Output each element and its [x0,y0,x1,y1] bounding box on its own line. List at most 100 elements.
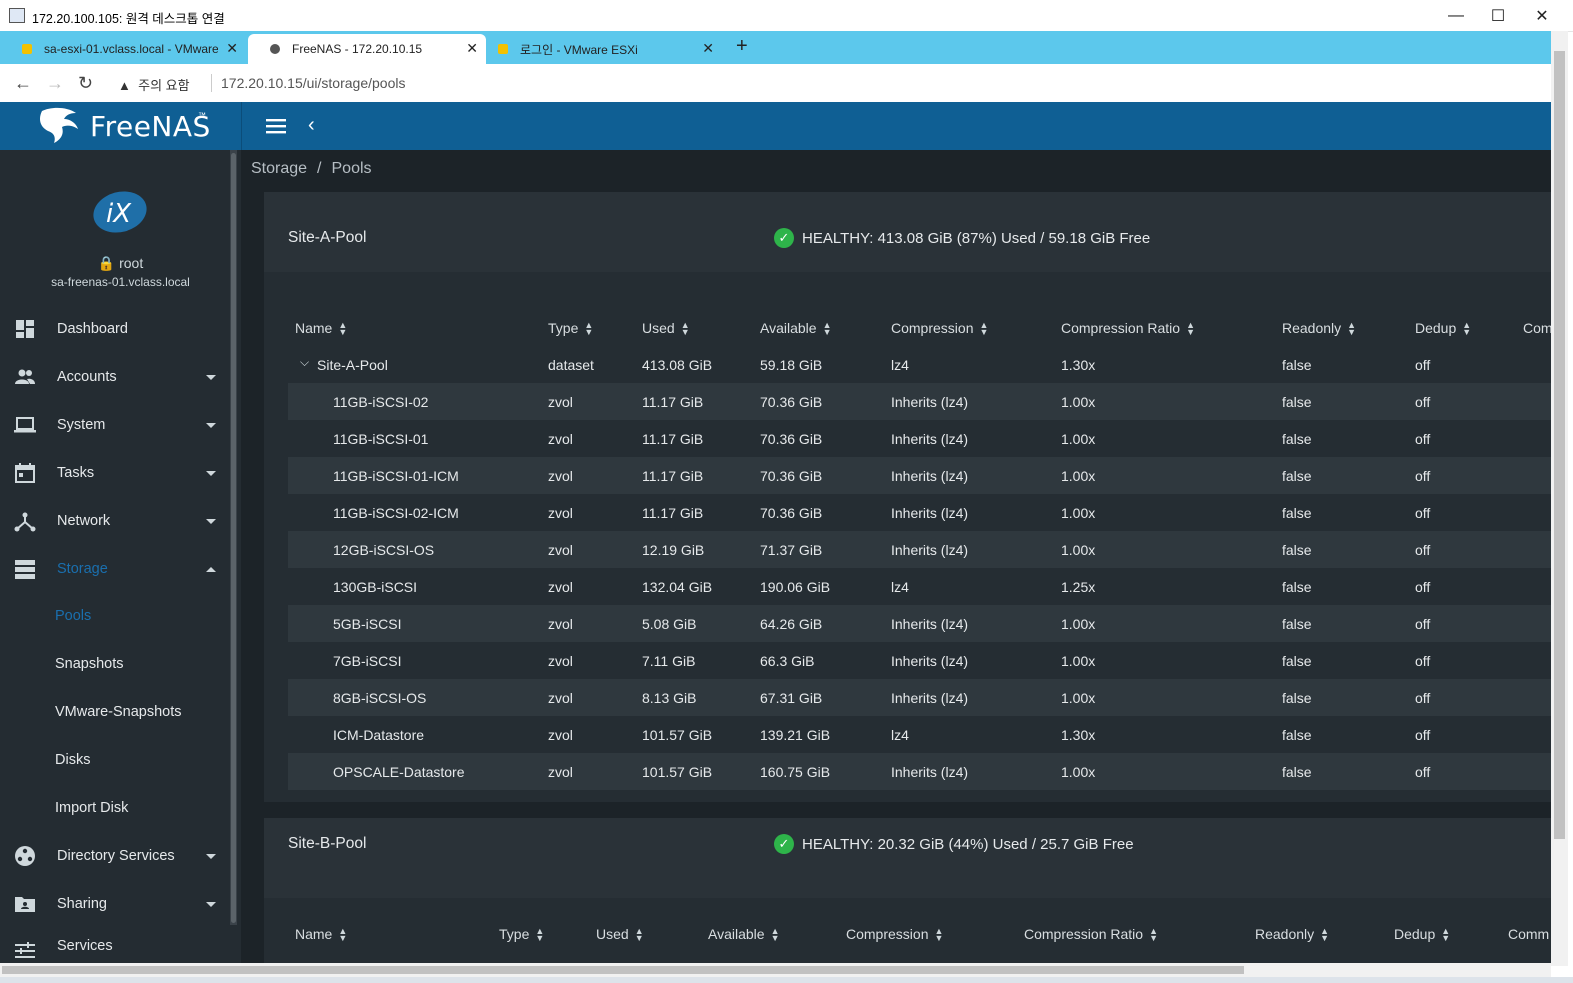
cell-used: 11.17 GiB [642,431,704,447]
svg-text:iX: iX [106,199,132,229]
tab-close-icon[interactable]: ✕ [702,40,714,56]
close-window-icon[interactable]: ✕ [1535,7,1549,25]
column-header-dedup[interactable]: Dedup ▲ ▼ [1394,926,1451,944]
security-warning[interactable]: ▲ 주의 요함 [118,75,190,94]
scrollbar-thumb[interactable] [2,966,1244,974]
cell-used: 11.17 GiB [642,505,704,521]
cell-dedup: off [1415,616,1431,632]
maximize-icon[interactable]: ☐ [1490,7,1506,25]
scrollbar-thumb[interactable] [1554,51,1565,839]
cell-readonly: false [1282,357,1312,373]
sidebar-item-accounts[interactable]: Accounts [0,353,230,401]
table-row[interactable]: 130GB-iSCSI zvol 132.04 GiB 190.06 GiB lz4 1.… [288,568,1551,605]
cell-compression: Inherits (lz4) [891,505,969,521]
column-header-comments[interactable]: Comm [1508,926,1551,942]
chevron-down-icon [206,901,216,907]
column-header-comments[interactable]: Com [1523,320,1551,336]
sidebar-item-label: Sharing [57,896,107,912]
back-icon[interactable]: ← [14,73,32,93]
column-header-compression-ratio[interactable]: Compression Ratio ▲ ▼ [1024,926,1158,943]
cell-used: 12.19 GiB [642,542,705,558]
forward-icon[interactable]: → [46,73,64,93]
table-row[interactable]: 11GB-iSCSI-02-ICM zvol 11.17 GiB 70.36 GiB I… [288,494,1551,531]
sidebar-item-directory-services[interactable]: Directory Services [0,832,230,880]
menu-icon[interactable] [264,116,288,136]
browser-tab-active[interactable]: FreeNAS - 172.20.10.15 ✕ [248,34,486,64]
column-header-readonly[interactable]: Readonly ▲ ▼ [1255,926,1329,943]
column-header-name[interactable]: Name ▲ ▼ [295,926,347,943]
minimize-icon[interactable]: — [1448,6,1464,24]
sort-icon: ▲ ▼ [338,320,348,338]
column-header-used[interactable]: Used ▲ ▼ [642,320,690,337]
sidebar-subitem-pools[interactable]: Pools [0,592,230,640]
column-header-readonly[interactable]: Readonly ▲ ▼ [1282,320,1356,337]
chevron-down-icon [206,422,216,428]
cell-used: 8.13 GiB [642,690,697,706]
table-row[interactable]: 5GB-iSCSI zvol 5.08 GiB 64.26 GiB Inherits (… [288,605,1551,642]
cell-used: 101.57 GiB [642,764,713,780]
sidebar-subitem-vmware-snapshots[interactable]: VMware-Snapshots [0,688,230,736]
column-header-used[interactable]: Used ▲ ▼ [596,926,644,943]
sidebar-item-system[interactable]: System [0,401,230,449]
sidebar-subitem-import-disk[interactable]: Import Disk [0,784,230,832]
cell-compression-ratio: 1.00x [1061,542,1096,558]
table-row[interactable]: ICM-Datastore zvol 101.57 GiB 139.21 GiB lz4… [288,716,1551,753]
scrollbar-thumb[interactable] [231,153,236,923]
column-header-compression[interactable]: Compression ▲ ▼ [891,320,988,337]
sidebar-item-sharing[interactable]: Sharing [0,880,230,928]
table-row[interactable]: OPSCALE-Datastore zvol 101.57 GiB 160.75 Gi… [288,753,1551,790]
cell-available: 70.36 GiB [760,468,823,484]
freenas-logo[interactable]: FreeNAS ™ [36,104,226,146]
logo-trademark: ™ [198,111,206,120]
tab-close-icon[interactable]: ✕ [466,40,478,56]
column-header-available[interactable]: Available ▲ ▼ [708,926,779,943]
reload-icon[interactable]: ↻ [78,73,94,93]
table-row[interactable]: 12GB-iSCSI-OS zvol 12.19 GiB 71.37 GiB Inher… [288,531,1551,568]
sidebar-scrollbar[interactable] [230,150,237,925]
cell-dedup: off [1415,764,1431,780]
sidebar-subitem-snapshots[interactable]: Snapshots [0,640,230,688]
sidebar-item-storage[interactable]: Storage [0,545,230,593]
cell-dedup: off [1415,727,1431,743]
lock-icon: 🔒 [97,255,116,271]
table-row[interactable]: 7GB-iSCSI zvol 7.11 GiB 66.3 GiB Inherits (l… [288,642,1551,679]
column-header-label: Compression [846,926,929,942]
column-header-dedup[interactable]: Dedup ▲ ▼ [1415,320,1471,337]
cell-used: 7.11 GiB [642,653,696,669]
column-header-compression[interactable]: Compression ▲ ▼ [846,926,943,943]
column-header-type[interactable]: Type ▲ ▼ [548,320,593,337]
browser-tab[interactable]: sa-esxi-01.vclass.local - VMware ✕ [0,34,246,64]
sidebar-item-dashboard[interactable]: Dashboard [0,305,230,353]
table-row[interactable]: 11GB-iSCSI-02 zvol 11.17 GiB 70.36 GiB Inher… [288,383,1551,420]
browser-tab[interactable]: 로그인 - VMware ESXi ✕ [476,34,722,64]
pool-status-text: HEALTHY: 20.32 GiB (44%) Used / 25.7 GiB… [802,835,1134,853]
table-row[interactable]: 11GB-iSCSI-01-ICM zvol 11.17 GiB 70.36 GiB I… [288,457,1551,494]
chevron-down-icon[interactable]: ⌵ [300,355,310,369]
table-row[interactable]: 8GB-iSCSI-OS zvol 8.13 GiB 67.31 GiB Inherit… [288,679,1551,716]
chevron-left-icon[interactable]: ‹ [308,114,315,136]
sort-icon: ▲ ▼ [1186,320,1195,338]
column-header-available[interactable]: Available ▲ ▼ [760,320,831,337]
cell-compression: lz4 [891,727,909,743]
tab-close-icon[interactable]: ✕ [226,40,238,56]
url-field[interactable]: 172.20.10.15/ui/storage/pools [221,75,406,91]
host-name: sa-freenas-01.vclass.local [51,275,190,289]
breadcrumb-storage[interactable]: Storage [251,160,308,177]
sidebar-item-tasks[interactable]: Tasks [0,449,230,497]
sidebar-subitem-disks[interactable]: Disks [0,736,230,784]
table-row[interactable]: 11GB-iSCSI-01 zvol 11.17 GiB 70.36 GiB Inher… [288,420,1551,457]
sort-icon: ▲ ▼ [1441,926,1451,944]
cell-used: 11.17 GiB [642,394,704,410]
sidebar-item-services[interactable]: Services [0,928,230,964]
new-tab-icon[interactable]: + [736,35,748,57]
column-header-name[interactable]: Name ▲ ▼ [295,320,348,338]
user-name-label: root [119,255,144,271]
page-vertical-scrollbar[interactable] [1551,31,1568,966]
sidebar-item-network[interactable]: Network [0,497,230,545]
table-row-pool-root[interactable]: ⌵ Site-A-Pool dataset 413.08 GiB 59.18 GiB lz… [288,346,1551,383]
calendar-icon [15,463,35,483]
column-header-compression-ratio[interactable]: Compression Ratio ▲ ▼ [1061,320,1195,338]
column-header-type[interactable]: Type ▲ ▼ [499,926,544,943]
app-header [0,102,1551,150]
breadcrumb: Storage / Pools [251,160,372,178]
